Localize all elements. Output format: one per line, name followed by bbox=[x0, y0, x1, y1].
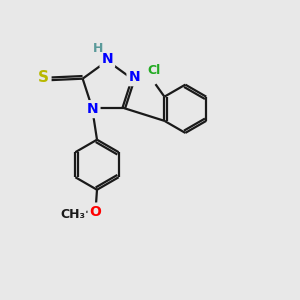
Text: S: S bbox=[38, 70, 49, 85]
Text: CH₃: CH₃ bbox=[60, 208, 85, 221]
Text: H: H bbox=[93, 42, 103, 55]
Text: O: O bbox=[90, 205, 101, 218]
Text: N: N bbox=[128, 70, 140, 84]
Text: N: N bbox=[101, 52, 113, 66]
Text: Cl: Cl bbox=[147, 64, 161, 77]
Text: N: N bbox=[87, 102, 98, 116]
